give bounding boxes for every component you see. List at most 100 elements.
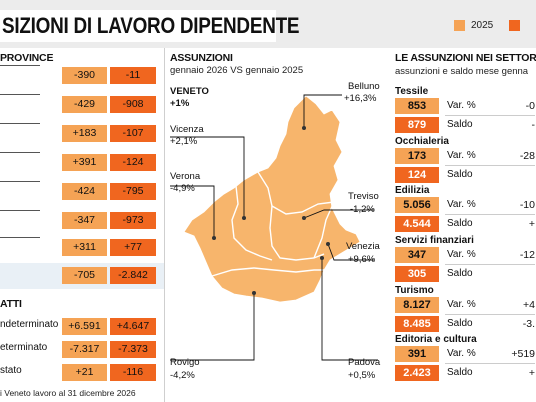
sector-hires-value: 8.127 — [395, 297, 439, 313]
province-border — [211, 267, 324, 277]
region-value: +1% — [170, 98, 190, 109]
sector-hires-value: 173 — [395, 148, 439, 164]
row-divider — [0, 123, 40, 124]
city-dot — [326, 242, 330, 246]
province-value-2026: -107 — [110, 125, 156, 142]
leader-line-rovigo — [170, 293, 255, 361]
row-divider — [0, 94, 40, 95]
sector-hires-value: 853 — [395, 98, 439, 114]
leader-line-vicenza — [170, 136, 245, 218]
province-value-2025: -429 — [62, 96, 107, 113]
row-divider — [0, 181, 40, 182]
city-dot — [320, 256, 324, 260]
var-label: Var. % — [447, 150, 476, 161]
province-value-2025: -390 — [62, 67, 107, 84]
saldo-label: Saldo — [447, 119, 473, 130]
sector-saldo-var: -3. — [522, 318, 535, 330]
sector-saldo-var: - — [531, 119, 536, 131]
title-box: SIZIONI DI LAVORO DIPENDENTE — [0, 10, 300, 42]
leader-line-padova — [321, 258, 378, 361]
map-title: ASSUNZIONI — [170, 52, 233, 64]
column-divider — [164, 48, 165, 402]
saldo-label: Saldo — [447, 169, 473, 180]
sector-name: Turismo — [395, 285, 434, 296]
var-label: Var. % — [447, 249, 476, 260]
sectors-panel: LE ASSUNZIONI NEI SETTORI assunzioni e s… — [386, 48, 536, 402]
province-row: -429 -908 — [0, 94, 164, 115]
leader-line-belluno — [303, 94, 342, 128]
sector-saldo-value: 8.485 — [395, 316, 439, 332]
province-border — [257, 171, 335, 215]
label-rovigo-name: Rovigo — [170, 357, 200, 368]
province-value-2026: -908 — [110, 96, 156, 113]
contract-name: ndeterminato — [0, 319, 59, 330]
sector-var-value: -0 — [525, 100, 535, 112]
row-divider — [445, 214, 535, 215]
sector-saldo-var: + — [528, 218, 535, 230]
label-treviso-name: Treviso — [348, 191, 379, 202]
label-verona-value: -4,9% — [170, 183, 195, 194]
province-value-2025: -705 — [62, 267, 107, 284]
legend-swatch-2026 — [509, 20, 521, 31]
contract-row: ndeterminato +6.591 +4.647 — [0, 316, 164, 337]
province-row: -424 -795 — [0, 181, 164, 202]
province-value-2026: -124 — [110, 154, 156, 171]
province-value-2026: -795 — [110, 183, 156, 200]
sector-block: Occhialeria 173 Var. % -28 124 Saldo — [395, 136, 536, 186]
row-divider — [0, 65, 40, 66]
label-treviso-value: -1,2% — [350, 204, 375, 215]
saldo-label: Saldo — [447, 318, 473, 329]
row-divider — [445, 314, 535, 315]
sector-block: Servizi finanziari 347 Var. % -12 305 Sa… — [395, 235, 536, 285]
city-dot — [242, 216, 246, 220]
contract-value-2026: -116 — [110, 364, 156, 381]
sector-hires-value: 5.056 — [395, 197, 439, 213]
contract-row: eterminato -7.317 -7.373 — [0, 339, 164, 360]
sector-saldo-value: 305 — [395, 266, 439, 282]
sector-saldo-value: 4.544 — [395, 216, 439, 232]
sector-var-value: -28 — [519, 150, 535, 162]
veneto-map — [170, 94, 378, 361]
contract-name: eterminato — [0, 342, 48, 353]
sector-var-value: +4 — [523, 299, 535, 311]
province-total-row: -705 -2.842 — [0, 263, 164, 289]
sector-name: Editoria e cultura — [395, 334, 477, 345]
sectors-title: LE ASSUNZIONI NEI SETTORI — [395, 52, 536, 64]
row-divider — [445, 165, 535, 166]
row-divider — [0, 210, 40, 211]
sector-name: Occhialeria — [395, 136, 449, 147]
sector-block: Edilizia 5.056 Var. % -10 4.544 Saldo + — [395, 185, 536, 235]
contract-value-2025: +21 — [62, 364, 107, 381]
sector-block: Turismo 8.127 Var. % +4 8.485 Saldo -3. — [395, 285, 536, 335]
city-dot — [302, 126, 306, 130]
province-value-2026: -2.842 — [110, 267, 156, 284]
city-dot — [212, 236, 216, 240]
province-row: +391 -124 — [0, 152, 164, 173]
province-value-2025: +311 — [62, 239, 107, 256]
sector-name: Servizi finanziari — [395, 235, 474, 246]
sector-var-value: +519 — [511, 348, 535, 360]
label-vicenza-value: +2,1% — [170, 136, 198, 147]
province-row: -347 -973 — [0, 210, 164, 231]
province-value-2026: -11 — [110, 67, 156, 84]
contract-value-2025: -7.317 — [62, 341, 107, 358]
contract-row: stato +21 -116 — [0, 362, 164, 383]
sector-var-value: -10 — [519, 199, 535, 211]
province-value-2025: -347 — [62, 212, 107, 229]
label-venezia-value: +9,6% — [348, 254, 376, 265]
province-value-2025: +391 — [62, 154, 107, 171]
saldo-label: Saldo — [447, 367, 473, 378]
row-divider — [0, 152, 40, 153]
provinces-title: PROVINCE — [0, 52, 54, 64]
province-row: -390 -11 — [0, 65, 164, 86]
sector-block: Editoria e cultura 391 Var. % +519 2.423… — [395, 334, 536, 384]
row-divider — [445, 115, 535, 116]
var-label: Var. % — [447, 199, 476, 210]
source-footnote: i Veneto lavoro al 31 dicembre 2026 — [0, 388, 136, 398]
province-value-2026: -973 — [110, 212, 156, 229]
contract-value-2026: -7.373 — [110, 341, 156, 358]
sector-name: Edilizia — [395, 185, 430, 196]
saldo-label: Saldo — [447, 268, 473, 279]
sector-var-value: -12 — [519, 249, 535, 261]
city-dot — [302, 216, 306, 220]
